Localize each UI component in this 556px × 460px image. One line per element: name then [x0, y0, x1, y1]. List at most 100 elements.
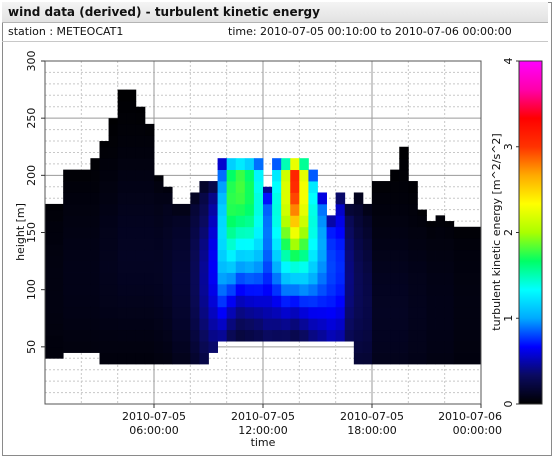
heatmap-cell [290, 203, 300, 216]
heatmap-cell [435, 283, 446, 296]
heatmap-cell [417, 341, 427, 353]
heatmap-cell [217, 226, 228, 239]
heatmap-cell [226, 192, 237, 205]
heatmap-cell [226, 306, 237, 319]
heatmap-cell [244, 306, 255, 319]
heatmap-cell [417, 295, 427, 308]
heatmap-cell [299, 181, 309, 193]
heatmap-cell [99, 169, 109, 182]
heatmap-cell [244, 192, 255, 205]
heatmap-cell [281, 329, 291, 342]
heatmap-cell [272, 261, 282, 273]
heatmap-cell [408, 318, 418, 331]
heatmap-cell [172, 283, 191, 296]
heatmap-cell [299, 272, 309, 285]
heatmap-cell [208, 341, 218, 353]
heatmap-cell [117, 272, 128, 285]
heatmap-cell [199, 203, 209, 216]
heatmap-cell [426, 352, 436, 365]
heatmap-cell [126, 306, 137, 319]
heatmap-cell [372, 238, 391, 251]
heatmap-cell [163, 329, 173, 342]
heatmap-cell [108, 295, 119, 308]
heatmap-cell [126, 158, 137, 171]
heatmap-cell [344, 238, 355, 251]
heatmap-cell [190, 352, 200, 365]
heatmap-cell [108, 169, 119, 182]
heatmap-cell [90, 169, 100, 182]
heatmap-cell [390, 169, 400, 182]
heatmap-cell [63, 192, 91, 205]
heatmap-cell [344, 249, 355, 262]
heatmap-cell [108, 329, 119, 342]
heatmap-cell [453, 261, 482, 273]
heatmap-cell [199, 341, 209, 353]
heatmap-cell [435, 341, 446, 353]
heatmap-cell [362, 283, 373, 296]
heatmap-cell [317, 238, 327, 251]
heatmap-cell [299, 158, 309, 171]
heatmap-cell [335, 226, 346, 239]
heatmap-cell [372, 341, 391, 353]
heatmap-cell [154, 203, 164, 216]
heatmap-cell [263, 272, 273, 285]
heatmap-cell [253, 169, 264, 182]
x-tick-time: 18:00:00 [347, 424, 396, 437]
heatmap-cell [199, 249, 209, 262]
colorbar-tick-label: 3 [502, 143, 515, 150]
heatmap-cell [417, 215, 427, 228]
heatmap-cell [299, 238, 309, 251]
heatmap-cell [199, 215, 209, 228]
heatmap-cell [217, 249, 228, 262]
heatmap-cell [335, 306, 346, 319]
heatmap-cell [226, 238, 237, 251]
heatmap-cell [281, 226, 291, 239]
heatmap-cell [290, 238, 300, 251]
heatmap-cell [226, 283, 237, 296]
heatmap-cell [244, 295, 255, 308]
heatmap-cell [90, 181, 100, 193]
heatmap-cell [281, 215, 291, 228]
heatmap-cell [244, 329, 255, 342]
heatmap-cell [290, 306, 300, 319]
heatmap-cell [63, 226, 91, 239]
heatmap-cell [417, 261, 427, 273]
heatmap-cell [408, 226, 418, 239]
heatmap-cell [399, 169, 409, 182]
heatmap-cell [163, 238, 173, 251]
heatmap-cell [426, 295, 436, 308]
heatmap-cell [154, 226, 164, 239]
heatmap-cell [144, 192, 155, 205]
heatmap-cell [135, 158, 146, 171]
heatmap-cell [163, 249, 173, 262]
heatmap-cell [163, 203, 173, 216]
heatmap-cell [144, 169, 155, 182]
heatmap-cell [126, 101, 137, 113]
heatmap-cell [126, 215, 137, 228]
heatmap-cell [299, 249, 309, 262]
x-axis-label: time [251, 436, 276, 449]
heatmap-cell [353, 215, 364, 228]
heatmap-cell [117, 135, 128, 148]
heatmap-cell [154, 238, 164, 251]
heatmap-cells [45, 89, 482, 365]
heatmap-cell [317, 203, 327, 216]
heatmap-cell [108, 215, 119, 228]
heatmap-cell [235, 203, 246, 216]
heatmap-cell [299, 261, 309, 273]
heatmap-cell [126, 123, 137, 136]
heatmap-cell [435, 295, 446, 308]
heatmap-cell [126, 352, 137, 365]
heatmap-cell [63, 181, 91, 193]
heatmap-cell [435, 318, 446, 331]
heatmap-cell [63, 318, 91, 331]
heatmap-cell [253, 272, 264, 285]
heatmap-cell [326, 318, 337, 331]
heatmap-cell [253, 181, 264, 193]
heatmap-cell [154, 272, 164, 285]
heatmap-cell [335, 203, 346, 216]
heatmap-cell [144, 158, 155, 171]
heatmap-cell [108, 203, 119, 216]
heatmap-cell [154, 295, 164, 308]
heatmap-cell [263, 203, 273, 216]
